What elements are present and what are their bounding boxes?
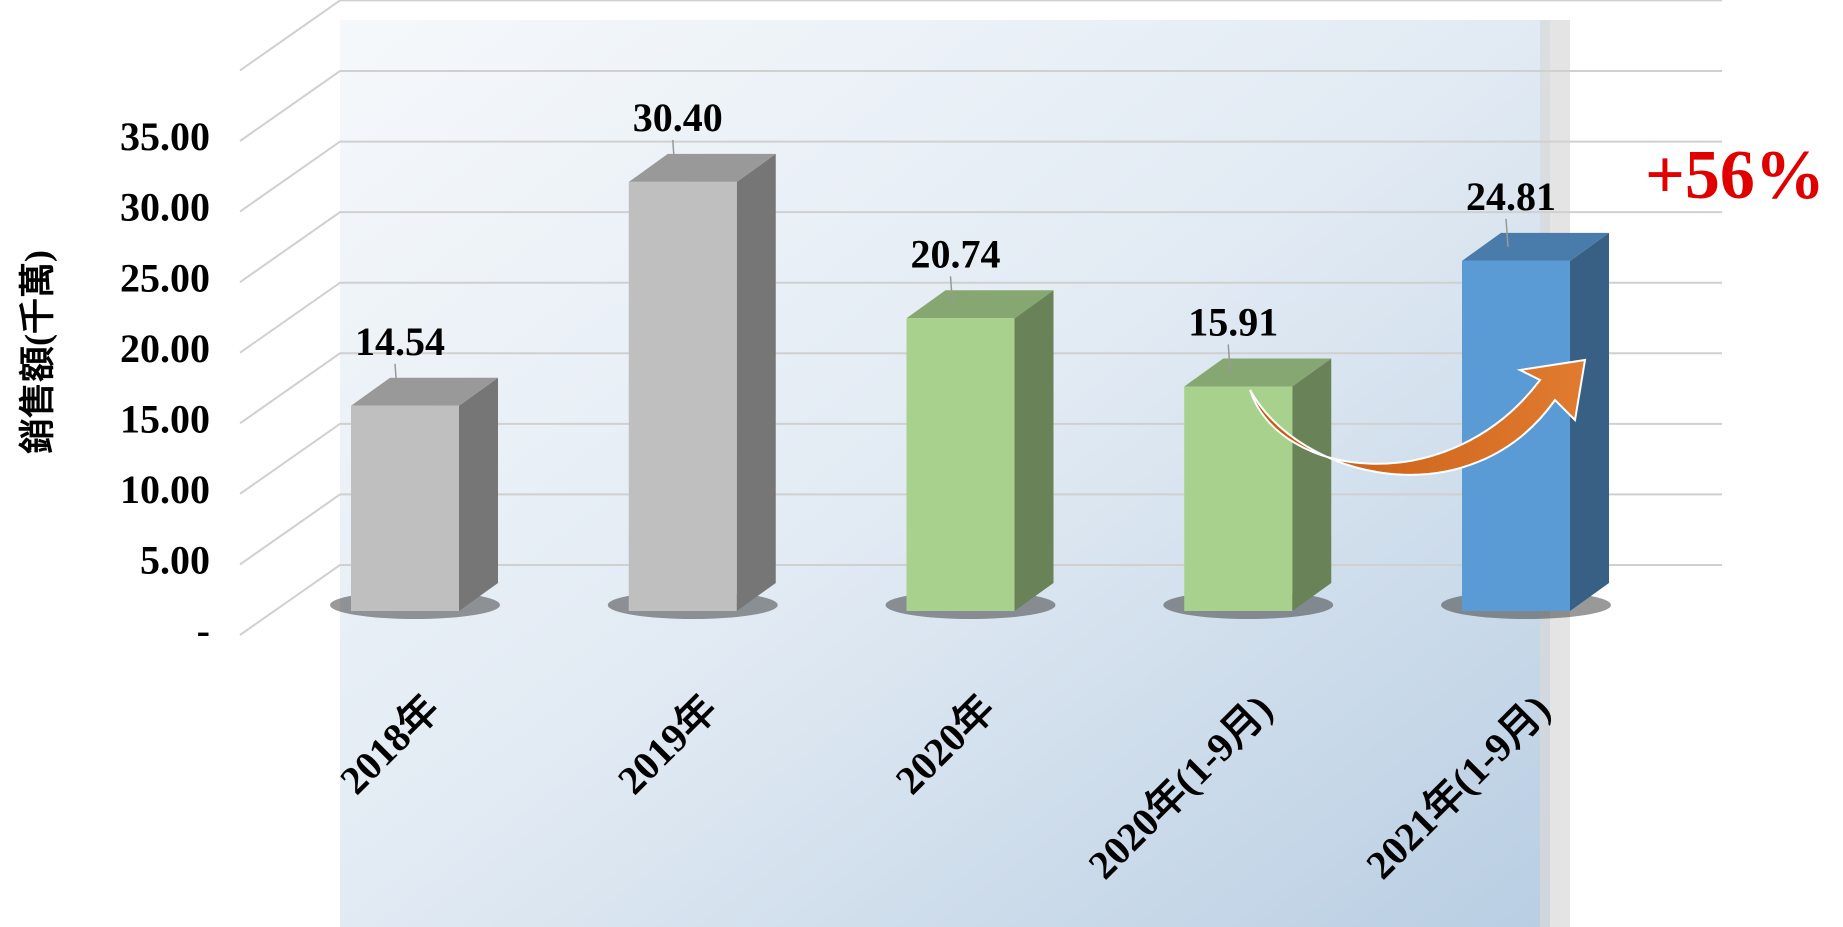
frame-top (239, 0, 1722, 72)
bar-side (459, 377, 498, 611)
y-tick-label: - (197, 608, 210, 653)
label-leader (1227, 344, 1231, 373)
label-leader (1505, 218, 1509, 247)
bar-top (1462, 232, 1609, 261)
y-axis-label: 銷售額(千萬) (16, 250, 57, 454)
bar-side (736, 153, 776, 611)
bar-top (628, 153, 776, 182)
y-tick-label: 35.00 (120, 114, 210, 159)
label-leader (672, 139, 676, 168)
value-label: 24.81 (1466, 174, 1556, 219)
value-label: 15.91 (1188, 300, 1278, 345)
label-leader (949, 276, 954, 305)
y-tick-label: 20.00 (120, 326, 210, 371)
y-tick-label: 25.00 (120, 255, 210, 300)
growth-arrow (1249, 358, 1587, 476)
bar-front (906, 318, 1015, 611)
bar (330, 363, 500, 619)
y-tick-label: 30.00 (120, 185, 210, 230)
grid-line (239, 140, 1722, 213)
bar-front (1184, 386, 1293, 611)
value-label: 20.74 (911, 231, 1001, 276)
grid-line (239, 211, 1722, 283)
value-label: 14.54 (355, 319, 445, 364)
bar-front (628, 181, 737, 611)
bar-front (351, 405, 459, 611)
bar (607, 139, 778, 619)
y-tick-label: 10.00 (120, 467, 210, 512)
bar-side (1570, 232, 1609, 611)
y-tick-label: 5.00 (140, 538, 210, 583)
value-label: 30.40 (633, 95, 723, 140)
growth-annotation: +56% (1645, 137, 1825, 214)
grid-line (239, 70, 1722, 142)
y-tick-label: 15.00 (120, 396, 210, 441)
bar-side (1292, 358, 1332, 611)
grid-line (239, 352, 1722, 425)
bar-top (1184, 358, 1332, 387)
grid-line (239, 281, 1722, 354)
bar (1163, 344, 1334, 619)
label-leader (394, 363, 398, 392)
bar-top (906, 290, 1054, 319)
bar-side (1014, 290, 1054, 611)
bar (885, 276, 1056, 619)
bar-top (351, 377, 498, 406)
